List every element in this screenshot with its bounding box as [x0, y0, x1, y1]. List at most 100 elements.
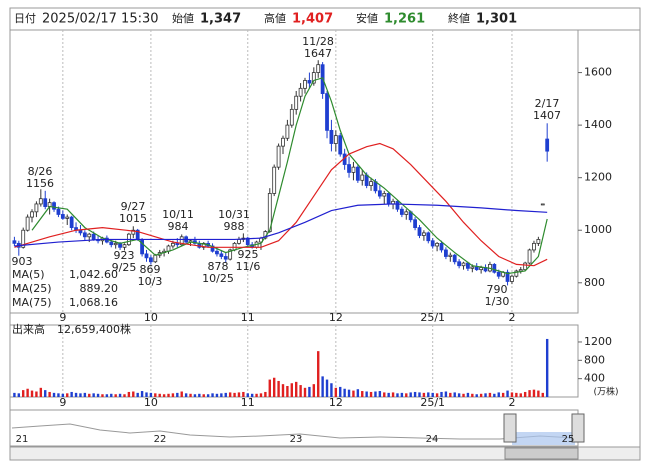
volume-bar: [101, 394, 104, 397]
handle-right[interactable]: [571, 413, 585, 443]
x-tick-label: 10: [144, 311, 158, 324]
candle-body: [492, 263, 497, 273]
candle-body: [237, 239, 241, 244]
open: 1,347: [200, 12, 241, 27]
volume-title: 出来高: [12, 322, 45, 336]
candle-body: [289, 108, 294, 126]
candle-body: [43, 198, 48, 207]
handle-left[interactable]: [503, 413, 517, 443]
candle-body: [351, 166, 356, 173]
volume-bar: [136, 392, 139, 397]
candle-body: [333, 135, 338, 144]
navigator-line: [11, 423, 576, 440]
volume-bar: [167, 393, 170, 397]
candle-body: [386, 193, 391, 205]
candle-body: [382, 193, 387, 197]
candle-body: [360, 174, 365, 181]
candle-body: [294, 95, 299, 110]
volume-bar: [259, 393, 263, 397]
volume-panel: [9, 324, 579, 398]
candle-body: [34, 203, 39, 213]
annotation: 8/26: [28, 165, 53, 178]
candle-body: [109, 241, 114, 246]
volume-bar: [519, 393, 522, 397]
frame: [9, 7, 641, 461]
y-tick-label: 1400: [584, 118, 612, 131]
candle-body: [60, 214, 65, 219]
volume-bar: [176, 392, 179, 397]
volume-bar: [79, 393, 82, 397]
candle-body: [448, 254, 453, 257]
x-tick-label: 2: [508, 311, 515, 324]
volume-bar: [334, 387, 338, 397]
annotation: 10/3: [138, 275, 163, 288]
volume-bar: [528, 390, 531, 397]
candle-body: [298, 87, 303, 97]
low-label: 安値: [356, 11, 378, 25]
annotation: 10/31: [218, 208, 250, 221]
volume-bar: [48, 391, 51, 397]
y-tick-label: 800: [584, 276, 605, 289]
volume-bar: [57, 393, 60, 397]
candle-body: [38, 198, 43, 205]
volume-bar: [457, 393, 461, 397]
legend-value: 1,042.60: [69, 268, 118, 281]
volume-bar: [493, 393, 496, 397]
volume-bar: [343, 388, 346, 397]
candle-body: [518, 269, 523, 272]
volume-bar: [26, 388, 29, 397]
x-tick-label: 12: [329, 311, 343, 324]
volume-bar: [374, 391, 377, 397]
candle-body: [223, 256, 228, 260]
candle-body: [232, 242, 237, 251]
candle-body: [413, 219, 417, 229]
candle-body: [474, 266, 479, 271]
candle-body: [113, 242, 118, 246]
candle-body: [65, 216, 70, 219]
volume-bar: [515, 392, 518, 397]
volume-bar: [255, 393, 258, 397]
volume-bar: [325, 379, 329, 397]
annotation: 9/27: [121, 200, 146, 213]
candle-body: [444, 249, 448, 257]
navigator-label: 24: [426, 434, 439, 445]
volume-bar: [149, 392, 153, 397]
candle-body: [421, 232, 426, 236]
candle-body: [281, 137, 285, 147]
volume-bar: [105, 394, 109, 397]
navigator-selection[interactable]: [512, 432, 575, 445]
annotation: 1015: [119, 212, 147, 225]
navigator-label: 21: [16, 434, 29, 445]
ma-line: [31, 77, 548, 275]
navigator-label: 22: [154, 434, 167, 445]
volume-bar: [365, 391, 368, 397]
candle-body: [347, 164, 351, 173]
candle-body: [219, 253, 224, 257]
volume-bar: [383, 392, 386, 397]
volume-bar: [237, 392, 241, 397]
candle-body: [245, 237, 250, 246]
volume-bar: [462, 393, 465, 397]
candle-body: [461, 262, 466, 267]
volume-total: 12,659,400株: [57, 322, 131, 336]
volume-bar: [347, 389, 351, 397]
volume-bar: [295, 381, 298, 397]
volume-bar: [132, 391, 135, 397]
volume-bar: [180, 391, 183, 397]
candle-body: [329, 129, 334, 144]
volume-bar: [356, 389, 360, 397]
candle-body: [215, 250, 219, 255]
volume-bar: [510, 392, 514, 397]
volume-bar: [211, 393, 214, 397]
scroll-thumb[interactable]: [504, 447, 579, 460]
candle-body: [404, 211, 409, 215]
y-tick-label: 1600: [584, 66, 612, 79]
volume-bar: [312, 384, 316, 397]
volume-bar: [224, 392, 227, 397]
header: 日付 2025/02/17 15:30 始値 1,347 高値 1,407 安値…: [14, 11, 517, 27]
legend-name: MA(5): [12, 268, 45, 281]
scrollbar[interactable]: [9, 446, 641, 461]
volume-bar: [290, 383, 293, 397]
volume-bar: [140, 391, 144, 397]
volume-bar: [35, 391, 38, 397]
